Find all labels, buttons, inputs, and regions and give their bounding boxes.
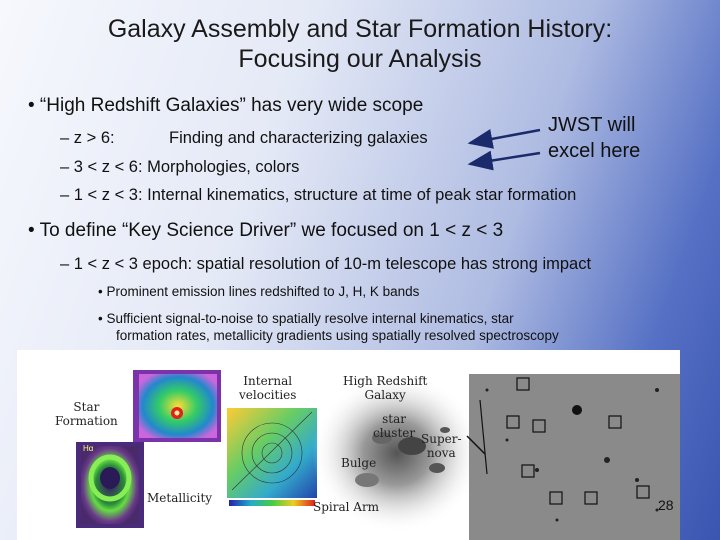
label-spiral-arm: Spiral Arm <box>313 500 380 514</box>
bullet-key-science-driver: • To define “Key Science Driver” we focu… <box>28 220 504 241</box>
slide-title: Galaxy Assembly and Star Formation Histo… <box>0 14 720 74</box>
label-supernova: Super- nova <box>421 432 462 460</box>
deep-field-image <box>469 374 680 540</box>
label-internal-1: Internal <box>243 374 293 388</box>
jwst-callout: JWST will excel here <box>548 112 640 164</box>
supernova-arrow <box>466 435 486 455</box>
label-supernova-2: nova <box>426 446 456 460</box>
bracket-line <box>479 399 488 475</box>
sub-bullet-signal-to-noise-2: formation rates, metallicity gradients u… <box>116 328 559 343</box>
high-redshift-galaxy-image <box>312 373 482 533</box>
metallicity-map <box>76 442 144 528</box>
label-internal-2: velocities <box>239 388 297 402</box>
page-number: 28 <box>658 497 674 513</box>
label-metallicity: Metallicity <box>147 491 213 505</box>
sub-bullet-epoch-resolution: – 1 < z < 3 epoch: spatial resolution of… <box>60 255 592 273</box>
label-star-formation: Star Formation <box>55 400 118 428</box>
label-star-formation-1: Star <box>73 400 100 414</box>
label-high-redshift-galaxy: High Redshift Galaxy <box>343 374 427 402</box>
jwst-line-2: excel here <box>548 140 641 162</box>
velocity-field-map <box>227 408 317 506</box>
label-star-cluster-2: cluster <box>373 426 416 440</box>
star-formation-map <box>133 370 221 442</box>
figure-panel: Star Formation Hα Internal velocities Me… <box>17 350 680 540</box>
label-supernova-1: Super- <box>421 432 462 446</box>
sub-bullet-3-z-6: – 3 < z < 6: Morphologies, colors <box>60 158 300 176</box>
label-star-cluster: star cluster <box>373 412 415 440</box>
figure-graphics <box>76 370 680 540</box>
jwst-line-1: JWST will <box>548 114 636 136</box>
label-internal-velocities: Internal velocities <box>239 374 296 402</box>
bullet-high-redshift-scope: • “High Redshift Galaxies” has very wide… <box>28 95 424 116</box>
label-halpha: Hα <box>83 444 94 453</box>
label-star-cluster-1: star <box>382 412 406 426</box>
label-bulge: Bulge <box>341 456 377 470</box>
arrow-to-z-gt-6 <box>467 128 541 149</box>
label-star-formation-2: Formation <box>55 414 118 428</box>
sub-bullet-1-z-3: – 1 < z < 3: Internal kinematics, struct… <box>60 186 577 204</box>
arrow-to-3-z-6 <box>467 150 541 171</box>
sub-bullet-z-gt-6-text: Finding and characterizing galaxies <box>169 129 428 147</box>
sub-bullet-emission-lines: • Prominent emission lines redshifted to… <box>98 284 420 299</box>
title-line-2: Focusing our Analysis <box>238 45 482 73</box>
label-high-z-2: Galaxy <box>364 388 406 402</box>
sub-bullet-signal-to-noise-1: • Sufficient signal-to-noise to spatiall… <box>98 311 514 326</box>
label-high-z-1: High Redshift <box>343 374 428 388</box>
title-line-1: Galaxy Assembly and Star Formation Histo… <box>107 15 613 43</box>
sub-bullet-z-gt-6-marker: – z > 6: <box>60 129 115 147</box>
